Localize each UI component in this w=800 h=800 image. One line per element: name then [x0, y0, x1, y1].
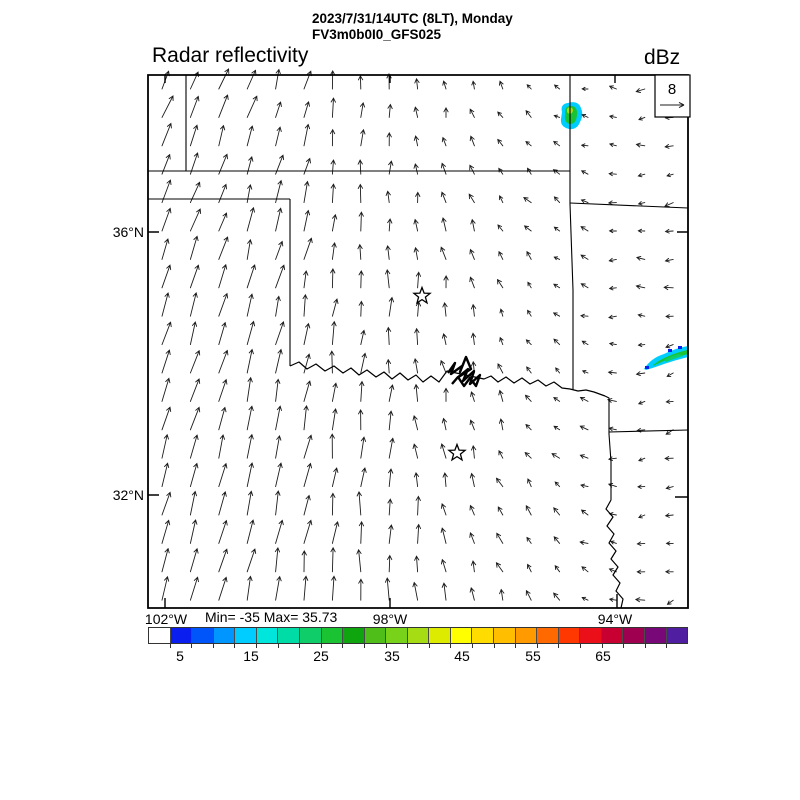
- colorbar-cell: [363, 628, 386, 643]
- colorbar-tick: [472, 644, 473, 648]
- lat-label-36n: 36°N: [112, 224, 144, 240]
- lon-label-94w: 94°W: [597, 611, 633, 627]
- wind-vector-layer: [161, 68, 674, 605]
- plot-title: Radar reflectivity: [152, 44, 309, 67]
- colorbar-tick: [234, 644, 236, 648]
- colorbar-cell: [493, 628, 515, 643]
- colorbar-tick: [601, 644, 603, 648]
- colorbar-cell: [428, 628, 450, 643]
- min-max-stats: Min= -35 Max= 35.73: [205, 609, 338, 625]
- colorbar-tick: [385, 644, 387, 648]
- border-mo-ar: [569, 202, 689, 209]
- state-border-layer: [148, 75, 689, 500]
- colorbar-tick: [450, 644, 452, 648]
- plot-model-name: FV3m0b0I0_GFS025: [312, 27, 442, 42]
- colorbar-cell: [169, 628, 192, 643]
- colorbar-tick-label: 65: [595, 648, 611, 664]
- colorbar-tick: [277, 644, 279, 648]
- echo-streak-specks: [645, 346, 682, 369]
- reference-vector-value: 8: [668, 81, 676, 98]
- reference-vector-box: 8: [654, 74, 691, 118]
- colorbar-cell: [342, 628, 364, 643]
- radar-echo-layer: [560, 102, 688, 370]
- star-marker: [412, 285, 432, 305]
- colorbar-tick-label: 45: [454, 648, 470, 664]
- colorbar-tick-label: 35: [384, 648, 400, 664]
- colorbar-tick: [320, 644, 322, 648]
- wind-arrow-glyphs: [161, 68, 674, 605]
- map-frame: [147, 74, 689, 609]
- colorbar-cell: [579, 628, 601, 643]
- colorbar-tick-label: 25: [313, 648, 329, 664]
- colorbar-tick: [212, 644, 214, 648]
- echo-streak-core: [664, 354, 683, 362]
- red-river: [289, 361, 606, 397]
- colorbar-tick: [342, 644, 344, 648]
- colorbar-tick: [191, 644, 193, 648]
- colorbar-tick-label: 5: [176, 648, 184, 664]
- colorbar-cell: [212, 628, 235, 643]
- colorbar-cell: [234, 628, 256, 643]
- lon-label-98w: 98°W: [372, 611, 408, 627]
- colorbar-tick-label: 55: [525, 648, 541, 664]
- colorbar-cell: [406, 628, 429, 643]
- plot-datetime: 2023/7/31/14UTC (8LT), Monday: [312, 11, 513, 26]
- border-ar-la: [608, 429, 689, 433]
- colorbar-tick: [558, 644, 560, 648]
- colorbar-tick: [407, 644, 409, 648]
- reference-vector-frame: [654, 74, 691, 118]
- colorbar-cell: [320, 628, 343, 643]
- colorbar-cell: [385, 628, 407, 643]
- colorbar-cell: [255, 628, 278, 643]
- colorbar-cell: [557, 628, 580, 643]
- sabine-river: [605, 499, 624, 609]
- lat-label-32n: 32°N: [112, 487, 144, 503]
- colorbar-cell: [449, 628, 472, 643]
- colorbar-tick: [666, 644, 668, 648]
- colorbar-cell: [277, 628, 299, 643]
- reference-vector-arrow-icon: [660, 101, 685, 109]
- border-ok-east: [569, 75, 574, 390]
- colorbar-tick: [169, 644, 171, 648]
- colorbar-tick-label: 15: [243, 648, 259, 664]
- red-river-knot: [447, 355, 482, 388]
- colorbar-tick: [428, 644, 430, 648]
- lon-label-102w: 102°W: [144, 611, 188, 627]
- units-label: dBz: [644, 46, 681, 69]
- border-tx-ar-la: [604, 395, 612, 500]
- colorbar-cell: [149, 628, 170, 643]
- colorbar-tick: [515, 644, 517, 648]
- axis-tick-marks: [148, 75, 688, 608]
- colorbar-cell: [600, 628, 623, 643]
- colorbar-tick: [623, 644, 625, 648]
- city-star-markers: [412, 285, 467, 462]
- colorbar-cell: [536, 628, 558, 643]
- colorbar-cell: [471, 628, 493, 643]
- colorbar-cell: [298, 628, 321, 643]
- colorbar-tick: [536, 644, 538, 648]
- colorbar-cell: [514, 628, 537, 643]
- colorbar-cell: [643, 628, 666, 643]
- colorbar-tick: [299, 644, 301, 648]
- colorbar-tick: [644, 644, 646, 648]
- colorbar-tick: [256, 644, 257, 648]
- colorbar-cell: [622, 628, 644, 643]
- river-layer: [289, 355, 624, 609]
- dbz-colorbar: [148, 627, 688, 644]
- colorbar-tick: [493, 644, 495, 648]
- star-marker: [447, 442, 467, 462]
- colorbar-tick: [580, 644, 581, 648]
- colorbar-cell: [665, 628, 688, 643]
- colorbar-cell: [191, 628, 213, 643]
- colorbar-tick: [364, 644, 365, 648]
